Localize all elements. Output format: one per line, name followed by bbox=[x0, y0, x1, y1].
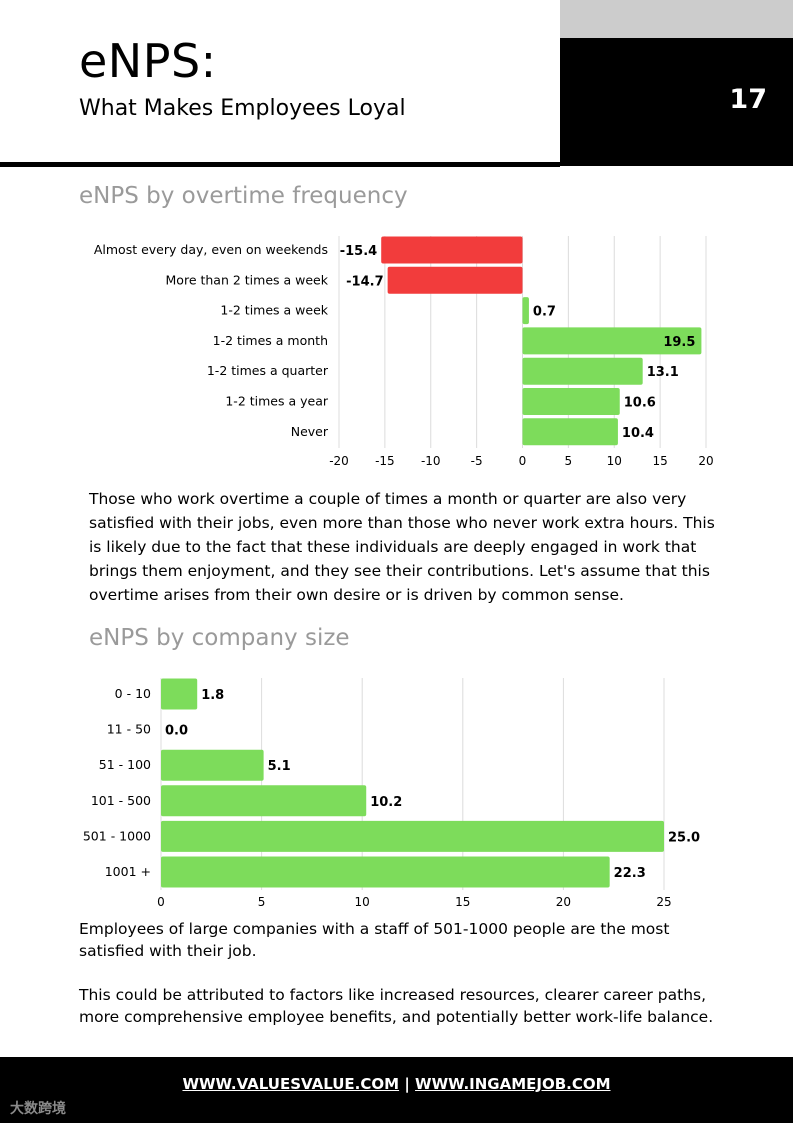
category-label: 1-2 times a month bbox=[213, 333, 328, 348]
bar bbox=[161, 785, 367, 817]
value-label: 13.1 bbox=[647, 365, 679, 380]
x-tick-label: 15 bbox=[455, 895, 470, 909]
x-tick-label: 10 bbox=[607, 454, 622, 468]
company-size-paragraph-1: Employees of large companies with a staf… bbox=[79, 920, 670, 960]
value-label: 10.6 bbox=[624, 396, 656, 411]
bar bbox=[522, 418, 618, 446]
category-label: Almost every day, even on weekends bbox=[94, 242, 328, 257]
value-label: 0.7 bbox=[533, 305, 556, 320]
section-title-overtime: eNPS by overtime frequency bbox=[79, 183, 408, 209]
category-label: 1-2 times a year bbox=[225, 394, 328, 409]
page-title: eNPS: bbox=[79, 34, 217, 88]
value-label: 10.4 bbox=[622, 426, 654, 441]
category-label: 101 - 500 bbox=[91, 793, 151, 808]
bar bbox=[522, 388, 620, 415]
x-tick-label: 25 bbox=[656, 895, 671, 909]
x-tick-label: 0 bbox=[519, 454, 527, 468]
footer-separator: | bbox=[404, 1075, 410, 1093]
value-label: 10.2 bbox=[370, 795, 402, 810]
category-label: 1-2 times a quarter bbox=[207, 363, 329, 378]
bar bbox=[522, 357, 643, 385]
category-label: 11 - 50 bbox=[107, 722, 151, 737]
category-label: 501 - 1000 bbox=[83, 828, 151, 843]
category-label: 51 - 100 bbox=[99, 757, 151, 772]
bar bbox=[161, 820, 664, 852]
category-label: 1-2 times a week bbox=[220, 303, 328, 318]
value-label: -15.4 bbox=[340, 244, 377, 259]
x-tick-label: 20 bbox=[556, 895, 571, 909]
bar bbox=[522, 297, 529, 325]
category-label: Never bbox=[291, 424, 329, 439]
overtime-paragraph: Those who work overtime a couple of time… bbox=[89, 490, 715, 604]
category-label: 1001 + bbox=[105, 864, 151, 879]
category-label: More than 2 times a week bbox=[166, 272, 329, 287]
value-label: 22.3 bbox=[614, 866, 646, 881]
section-title-company-size: eNPS by company size bbox=[89, 625, 350, 651]
bar bbox=[387, 266, 523, 294]
x-tick-label: 5 bbox=[258, 895, 266, 909]
bar bbox=[161, 856, 610, 888]
bar bbox=[161, 749, 264, 781]
company-size-paragraph-2: This could be attributed to factors like… bbox=[79, 986, 714, 1026]
bar bbox=[161, 678, 198, 710]
value-label: 1.8 bbox=[201, 688, 224, 703]
valuesvalue-link[interactable]: WWW.VALUESVALUE.COM bbox=[182, 1075, 400, 1093]
page-subtitle: What Makes Employees Loyal bbox=[79, 96, 406, 121]
overtime-enps-chart: -20 -15 -10 -5 0 5 10 15 20 Almost every day, eve… bbox=[94, 236, 714, 468]
value-label: 25.0 bbox=[668, 830, 700, 845]
bar bbox=[381, 236, 523, 264]
x-tick-label: 20 bbox=[698, 454, 713, 468]
watermark-logo: 大数跨境 bbox=[10, 1101, 66, 1117]
page-number-box bbox=[560, 38, 793, 166]
value-label: 0.0 bbox=[165, 724, 188, 739]
x-tick-label: -20 bbox=[329, 454, 349, 468]
category-label: 0 - 10 bbox=[115, 686, 151, 701]
x-tick-label: -10 bbox=[421, 454, 441, 468]
x-tick-label: 5 bbox=[565, 454, 573, 468]
footer-bar bbox=[0, 1057, 793, 1123]
page-number: 17 bbox=[729, 84, 767, 115]
x-tick-label: 0 bbox=[157, 895, 165, 909]
value-label: -14.7 bbox=[346, 274, 383, 289]
bar bbox=[522, 327, 702, 355]
x-tick-label: 10 bbox=[355, 895, 370, 909]
x-tick-label: -15 bbox=[375, 454, 395, 468]
ingamejob-link[interactable]: WWW.INGAMEJOB.COM bbox=[415, 1075, 611, 1093]
company-size-enps-chart: 0 5 10 15 20 25 0 - 10 1.8 11 - 50 0.0 51 - 100 5.1… bbox=[83, 678, 700, 909]
x-tick-label: 15 bbox=[652, 454, 667, 468]
footer-links: WWW.VALUESVALUE.COM | WWW.INGAMEJOB.COM bbox=[0, 1075, 793, 1093]
x-tick-label: -5 bbox=[471, 454, 483, 468]
value-label: 5.1 bbox=[268, 759, 291, 774]
header-divider bbox=[0, 162, 560, 167]
header-gray-band bbox=[560, 0, 793, 38]
value-label: 19.5 bbox=[663, 335, 695, 350]
